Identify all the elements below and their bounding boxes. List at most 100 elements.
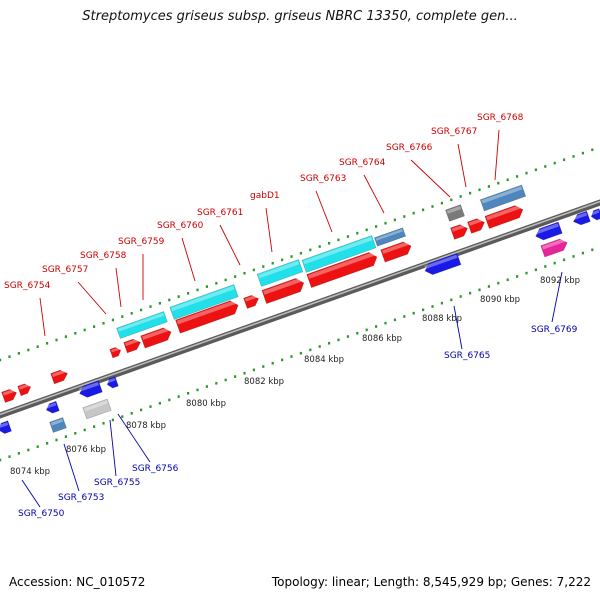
gene-reverse[interactable]	[78, 380, 103, 400]
gene-gray[interactable]	[445, 204, 465, 222]
gene-pink-shape[interactable]	[540, 237, 570, 258]
gene-light-gray[interactable]	[82, 398, 112, 420]
track-dot	[469, 291, 472, 295]
gene-forward-shape[interactable]	[306, 250, 380, 289]
gene-label-bottom: SGR_6755	[94, 478, 140, 488]
gene-cyan-shape[interactable]	[256, 259, 304, 287]
gene-pink[interactable]	[540, 237, 570, 258]
gene-cyan[interactable]	[116, 311, 168, 339]
gene-forward-shape[interactable]	[109, 346, 122, 359]
gene-cyan-shape[interactable]	[169, 284, 239, 320]
track-dot	[252, 268, 255, 272]
gene-features[interactable]	[0, 184, 600, 435]
track-dot	[224, 378, 227, 382]
gene-reverse-shine	[424, 254, 458, 270]
track-dot	[177, 295, 180, 298]
axis-label-kbp: 8088 kbp	[422, 314, 462, 324]
gene-forward-shape[interactable]	[50, 368, 70, 385]
gene-forward[interactable]	[50, 368, 70, 385]
gene-reverse-shine	[45, 402, 57, 409]
gene-forward[interactable]	[450, 223, 469, 240]
leader-line	[457, 143, 467, 188]
gene-forward-shape[interactable]	[467, 217, 486, 234]
gene-forward[interactable]	[140, 326, 174, 349]
gene-forward-shape[interactable]	[140, 326, 174, 349]
track-dot	[356, 231, 359, 235]
accession-text: Accession: NC_010572	[9, 575, 146, 589]
gene-reverse-shine	[590, 209, 600, 216]
gene-forward[interactable]	[175, 299, 241, 334]
track-dot	[149, 305, 152, 308]
gene-gray-shape[interactable]	[445, 204, 465, 222]
gene-forward[interactable]	[380, 240, 414, 263]
track-dot	[393, 218, 396, 222]
gene-forward-shape[interactable]	[261, 276, 306, 304]
gene-forward[interactable]	[123, 337, 143, 354]
track-dot	[140, 308, 143, 312]
track-dot	[243, 371, 246, 375]
gene-reverse-shape[interactable]	[45, 400, 60, 414]
gene-reverse-shape[interactable]	[423, 252, 462, 276]
gene-reverse-shape[interactable]	[106, 376, 119, 390]
gene-reverse[interactable]	[572, 210, 591, 227]
gene-reverse-shape[interactable]	[78, 380, 103, 400]
gene-reverse-shape[interactable]	[534, 221, 563, 242]
gene-forward-shape[interactable]	[1, 387, 19, 403]
gene-forward-shape[interactable]	[484, 204, 525, 229]
gene-forward-shape[interactable]	[123, 337, 143, 354]
gene-forward-shine	[468, 217, 484, 226]
gene-cyan-shape[interactable]	[301, 235, 377, 273]
gene-forward[interactable]	[484, 204, 525, 229]
leader-line	[21, 479, 41, 508]
track-dot	[544, 165, 547, 168]
gene-reverse-shape[interactable]	[0, 420, 12, 435]
gene-label-top: SGR_6768	[477, 113, 524, 123]
gene-forward[interactable]	[17, 382, 33, 397]
gene-reverse[interactable]	[590, 208, 600, 222]
gene-forward[interactable]	[243, 293, 261, 309]
gene-steel[interactable]	[479, 184, 527, 212]
track-dot	[309, 248, 312, 252]
track-dot	[205, 285, 208, 288]
gene-reverse[interactable]	[423, 252, 462, 276]
gene-reverse[interactable]	[534, 221, 563, 242]
leader-line	[453, 305, 463, 350]
track-dot	[497, 181, 500, 185]
gene-forward[interactable]	[306, 250, 380, 289]
gene-reverse[interactable]	[0, 420, 12, 435]
gene-forward-shape[interactable]	[243, 293, 261, 309]
gene-forward-shape[interactable]	[175, 299, 241, 334]
gene-forward-shine	[244, 294, 258, 302]
gene-steel[interactable]	[49, 417, 67, 433]
track-dot	[328, 241, 331, 245]
gene-forward[interactable]	[467, 217, 486, 234]
gene-forward[interactable]	[1, 387, 19, 403]
gene-forward[interactable]	[109, 346, 122, 359]
gene-steel-shape[interactable]	[49, 417, 67, 433]
gene-forward-shine	[2, 388, 16, 396]
gene-cyan[interactable]	[256, 259, 304, 287]
track-dot	[525, 171, 528, 175]
track-dot	[234, 275, 237, 278]
gene-reverse[interactable]	[45, 400, 60, 414]
gene-reverse[interactable]	[106, 376, 119, 390]
gene-forward-shape[interactable]	[380, 240, 414, 263]
track-dot	[365, 328, 368, 332]
track-dot	[393, 318, 396, 322]
gene-reverse-shape[interactable]	[572, 210, 591, 227]
track-dot	[281, 358, 284, 362]
gene-forward-shape[interactable]	[17, 382, 33, 397]
gene-forward-shape[interactable]	[450, 223, 469, 240]
track-dot	[27, 348, 30, 352]
gene-cyan[interactable]	[169, 284, 239, 320]
gene-steel-shine	[50, 418, 64, 426]
gene-cyan[interactable]	[301, 235, 377, 273]
gene-forward[interactable]	[261, 276, 306, 304]
gene-light-gray-shape[interactable]	[82, 398, 112, 420]
gene-steel-shape[interactable]	[373, 227, 407, 247]
gene-steel-shape[interactable]	[479, 184, 527, 212]
gene-forward-shine	[263, 277, 303, 295]
gene-steel[interactable]	[373, 227, 407, 247]
gene-cyan-shape[interactable]	[116, 311, 168, 339]
